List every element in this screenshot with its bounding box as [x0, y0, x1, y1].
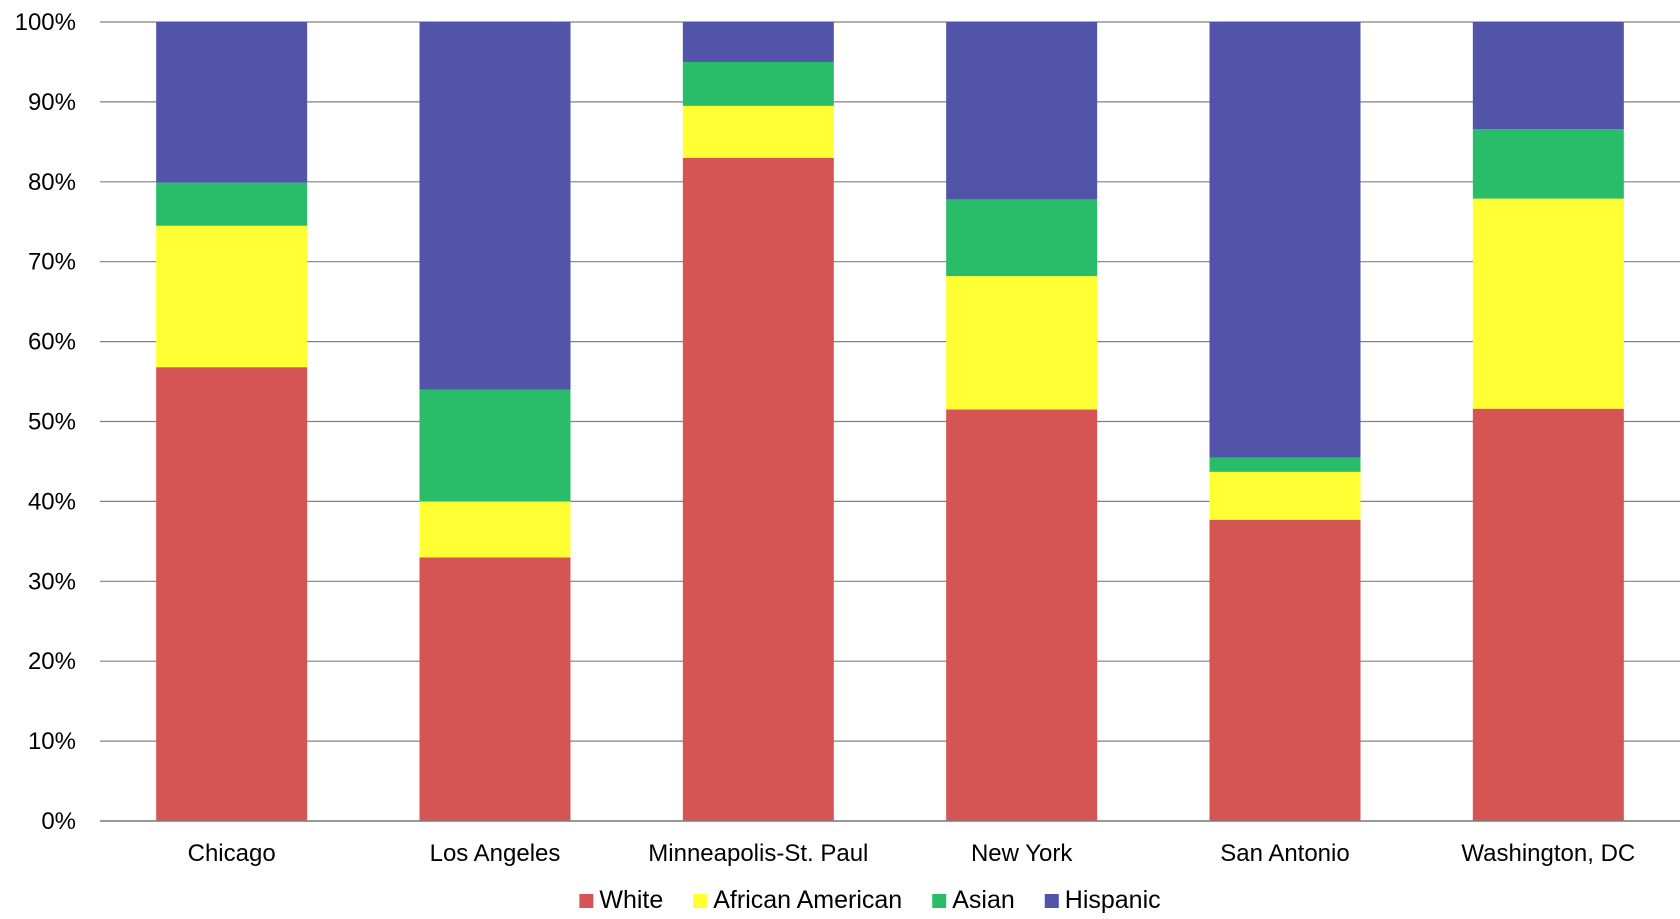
- bar-segment-african-american: [1209, 471, 1361, 520]
- y-tick-label: 10%: [28, 728, 76, 755]
- bar-segment-african-american: [1472, 198, 1624, 409]
- legend-swatch-asian: [932, 894, 947, 908]
- y-tick-label: 100%: [15, 9, 76, 36]
- bar-segment-white: [1209, 519, 1361, 821]
- bar-segment-white: [1472, 408, 1624, 821]
- y-tick-label: 20%: [28, 648, 76, 675]
- bar-segment-hispanic: [419, 22, 571, 390]
- legend-label-african-american: African American: [713, 886, 902, 914]
- bar-segment-hispanic: [946, 22, 1098, 200]
- legend-label-white: White: [599, 886, 663, 914]
- legend-label-asian: Asian: [952, 886, 1015, 914]
- bar-segment-hispanic: [1209, 22, 1361, 458]
- bar-segment-african-american: [946, 276, 1098, 410]
- bar-segment-white: [419, 557, 571, 821]
- x-tick-label: Los Angeles: [430, 840, 561, 867]
- gridlines: [100, 21, 1680, 822]
- legend-swatch-african-american: [693, 894, 708, 908]
- bar-segment-hispanic: [1472, 22, 1624, 130]
- bar-segment-asian: [156, 182, 308, 226]
- y-tick-label: 0%: [41, 808, 76, 835]
- y-tick-label: 30%: [28, 568, 76, 595]
- y-tick-label: 60%: [28, 329, 76, 356]
- x-tick-label: Washington, DC: [1461, 840, 1635, 867]
- x-tick-label: San Antonio: [1220, 840, 1349, 867]
- bar-segment-white: [156, 367, 308, 821]
- bar-segment-asian: [1209, 457, 1361, 472]
- bar-segment-african-american: [419, 501, 571, 558]
- bar-segment-african-american: [682, 105, 834, 158]
- bar-segment-hispanic: [682, 22, 834, 62]
- bar-segment-hispanic: [156, 22, 308, 183]
- y-tick-label: 50%: [28, 409, 76, 436]
- bar-segment-white: [946, 409, 1098, 821]
- x-tick-label: Chicago: [188, 840, 276, 867]
- y-tick-label: 40%: [28, 488, 76, 515]
- bar-segment-african-american: [156, 225, 308, 368]
- legend-swatch-hispanic: [1044, 894, 1059, 908]
- axes: 0% 10% 20% 30% 40% 50% 60% 70% 80% 90% 100% Chicago…: [15, 9, 1680, 867]
- bar-segment-asian: [419, 389, 571, 502]
- bar-segment-asian: [682, 61, 834, 106]
- y-tick-label: 90%: [28, 89, 76, 116]
- x-tick-label: Minneapolis-St. Paul: [648, 840, 868, 867]
- y-tick-label: 80%: [28, 169, 76, 196]
- bar-segment-white: [682, 157, 834, 821]
- bars: [156, 22, 1624, 821]
- y-tick-label: 70%: [28, 249, 76, 276]
- x-tick-label: New York: [971, 840, 1073, 867]
- legend: White African American Asian Hispanic: [579, 886, 1161, 914]
- legend-label-hispanic: Hispanic: [1065, 886, 1161, 914]
- legend-swatch-white: [579, 894, 594, 908]
- bar-segment-asian: [1472, 129, 1624, 199]
- bar-segment-asian: [946, 199, 1098, 277]
